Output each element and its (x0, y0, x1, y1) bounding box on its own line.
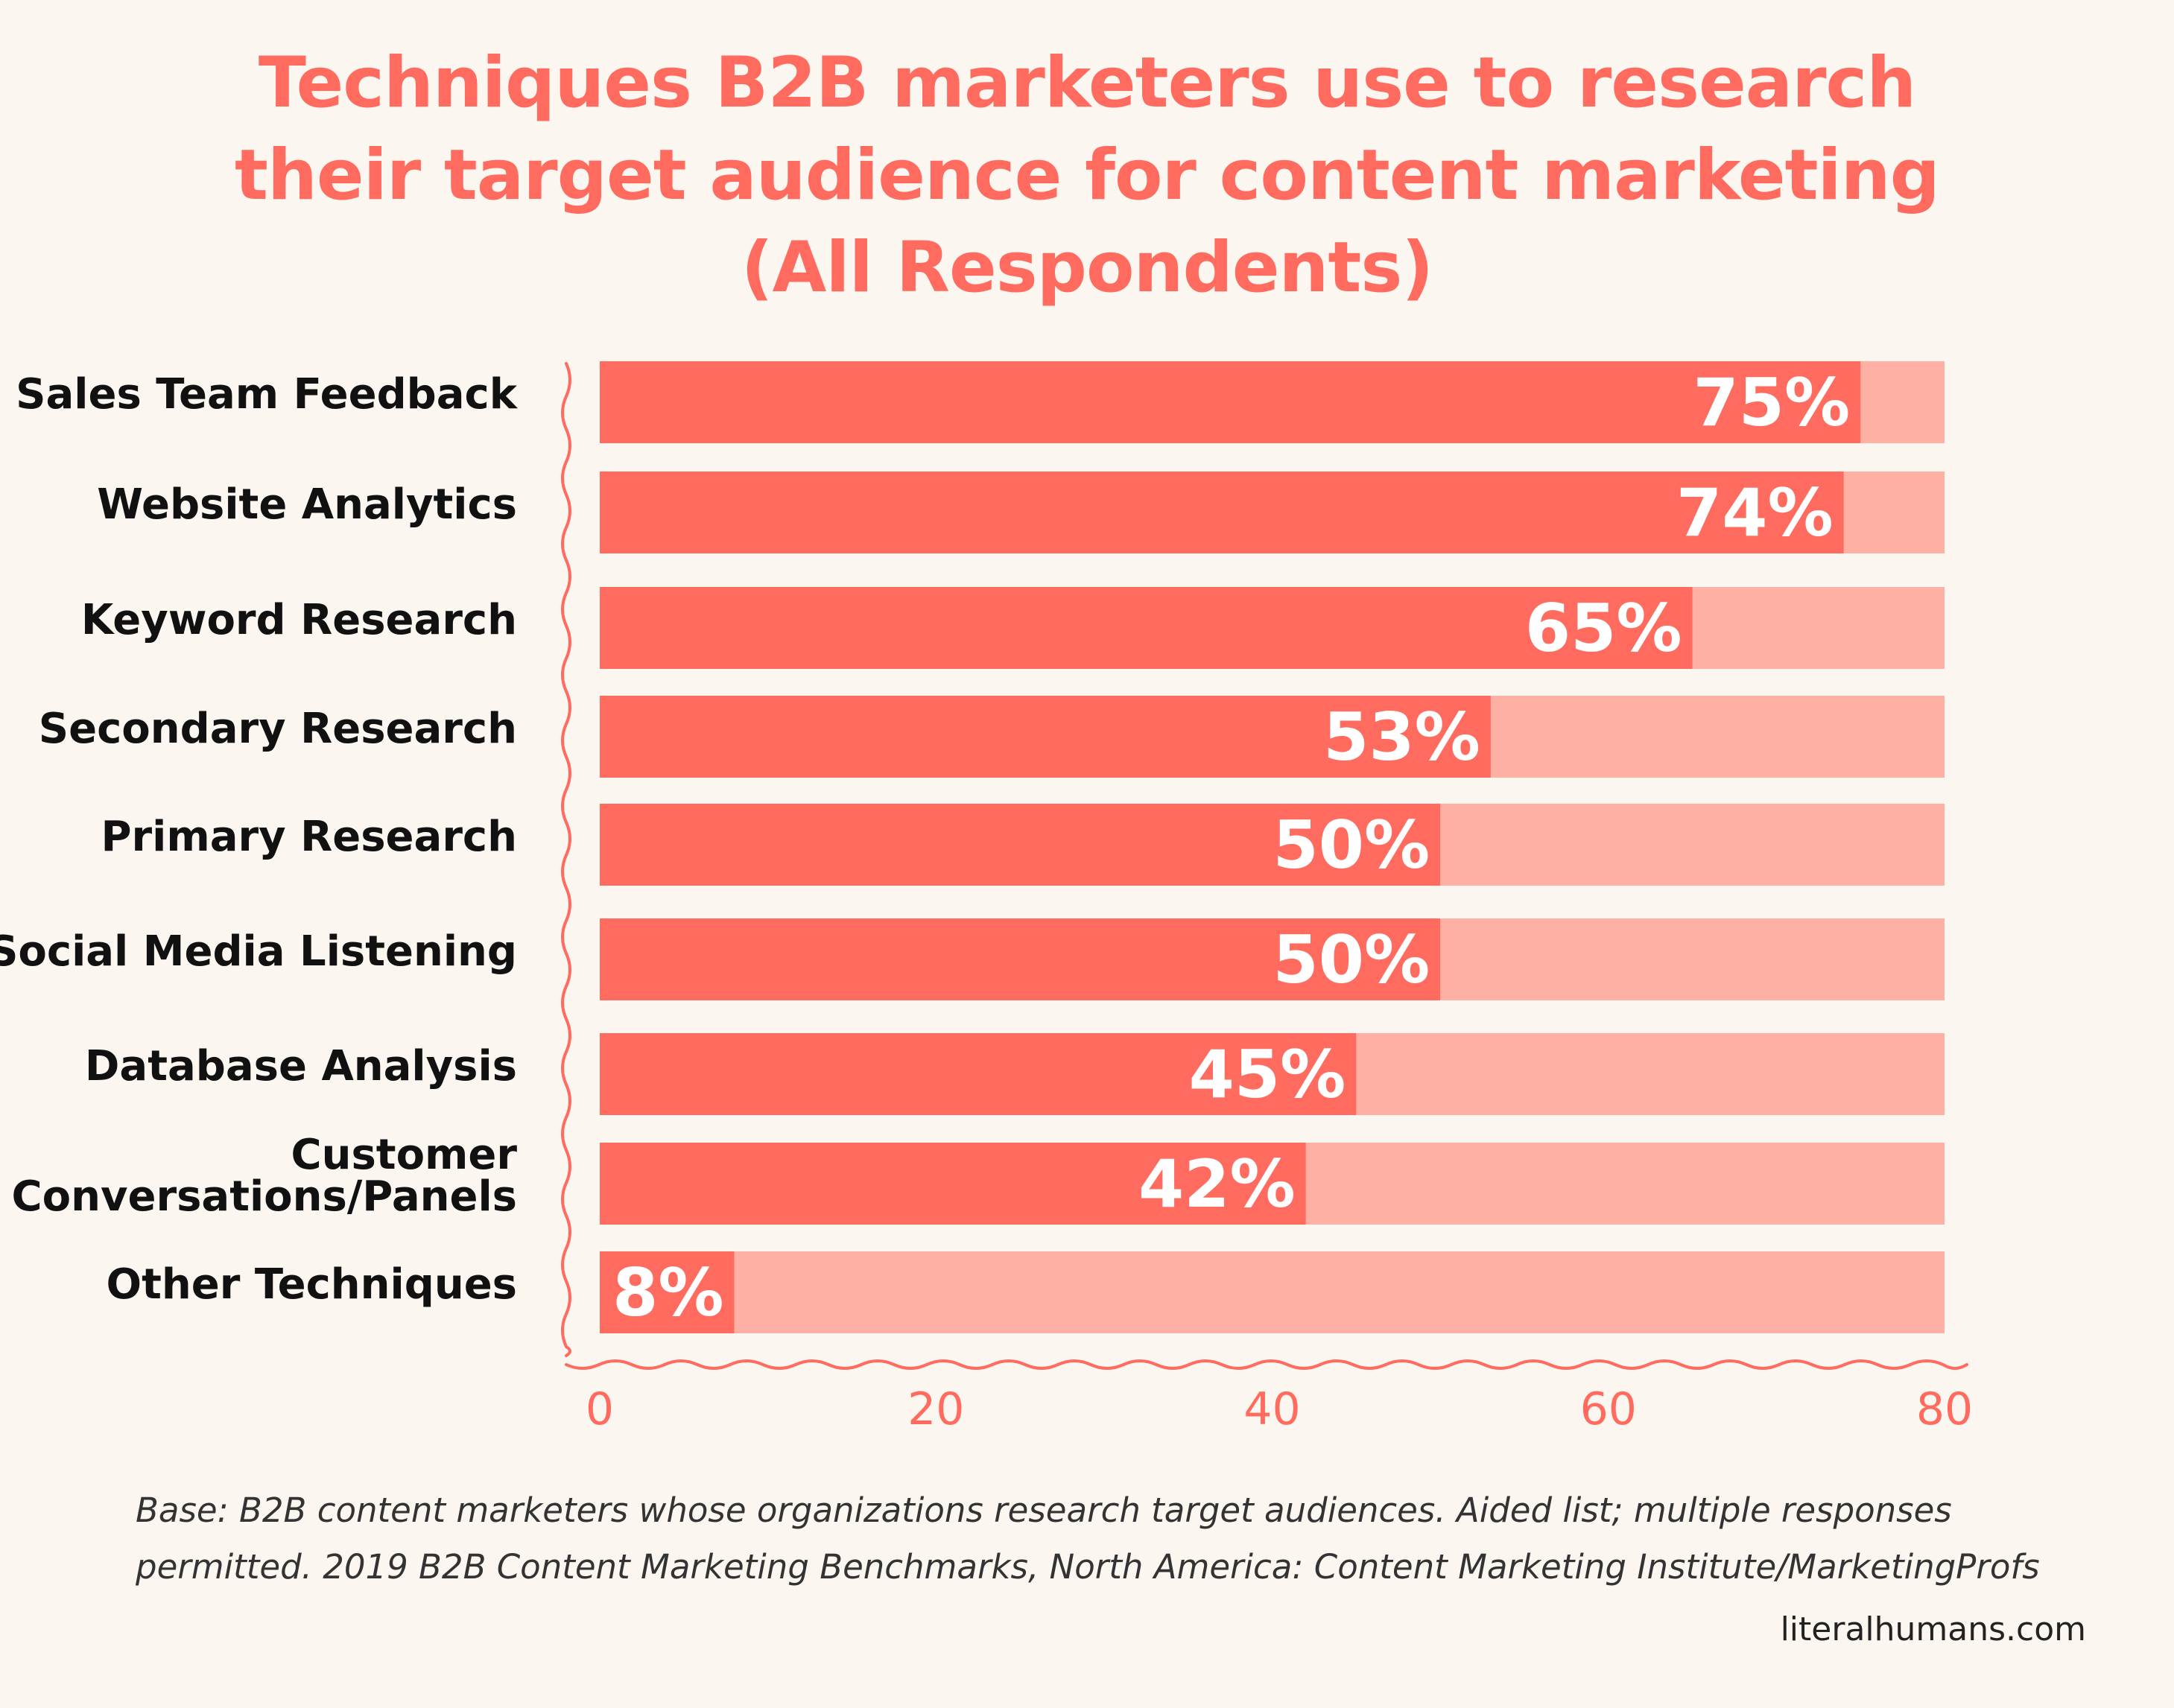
category-label-line: Customer (291, 1131, 518, 1179)
bar-value-label: 75% (1693, 364, 1851, 441)
x-tick-label: 20 (907, 1383, 964, 1435)
category-label-line: Database Analysis (85, 1042, 517, 1090)
y-axis-line (561, 362, 571, 1357)
bar (600, 1251, 735, 1333)
bar (600, 918, 1441, 1000)
category-label: Keyword Research (81, 596, 517, 644)
category-label: Website Analytics (97, 480, 517, 529)
bar-track (600, 1251, 1945, 1333)
source-credit: literalhumans.com (1780, 1610, 2086, 1648)
category-label: Sales Team Feedback (16, 370, 519, 419)
category-label-line: Keyword Research (81, 596, 517, 644)
bar-value-label: 8% (612, 1254, 723, 1331)
category-label: Secondary Research (39, 705, 517, 753)
bar (600, 1143, 1306, 1225)
chart-title-line-3: (All Respondents) (741, 227, 1434, 308)
category-label-line: Website Analytics (97, 480, 517, 529)
footnote-line-2: permitted. 2019 B2B Content Marketing Be… (136, 1547, 2040, 1587)
bar-value-label: 50% (1273, 807, 1430, 883)
category-label: Primary Research (101, 813, 518, 861)
category-label-line: Sales Team Feedback (16, 370, 519, 419)
category-label: Other Techniques (107, 1260, 517, 1309)
category-label: Database Analysis (85, 1042, 517, 1090)
category-label-line: Conversations/Panels (12, 1172, 517, 1221)
x-tick-label: 60 (1580, 1383, 1637, 1435)
footnote-line-1: Base: B2B content marketers whose organi… (136, 1490, 1952, 1530)
bar (600, 472, 1844, 553)
bar-value-label: 53% (1323, 699, 1480, 775)
x-tick-label: 80 (1916, 1383, 1973, 1435)
category-label: Social Media Listening (0, 927, 517, 976)
x-tick-label: 40 (1243, 1383, 1300, 1435)
category-label-line: Other Techniques (107, 1260, 517, 1309)
bar-value-label: 45% (1189, 1036, 1346, 1113)
bar (600, 804, 1441, 886)
x-axis-line (565, 1359, 1968, 1370)
chart-title-line-2: their target audience for content market… (235, 135, 1940, 216)
bar-value-label: 65% (1525, 590, 1682, 667)
bar (600, 1033, 1357, 1115)
bar-value-label: 42% (1138, 1146, 1296, 1222)
x-tick-label: 0 (586, 1383, 614, 1435)
category-label-line: Social Media Listening (0, 927, 517, 976)
bar-value-label: 50% (1273, 921, 1430, 998)
bar (600, 361, 1861, 443)
category-label-line: Secondary Research (39, 705, 517, 753)
footnote: Base: B2B content marketers whose organi… (136, 1482, 2073, 1596)
bar-value-label: 74% (1676, 474, 1834, 551)
bar (600, 696, 1491, 778)
chart-title: Techniques B2B marketers use to research… (0, 37, 2174, 314)
category-label: Customer Conversations/Panels (12, 1131, 518, 1221)
bar (600, 587, 1693, 669)
chart-title-line-1: Techniques B2B marketers use to research (258, 42, 1916, 124)
category-label-line: Primary Research (101, 813, 518, 861)
